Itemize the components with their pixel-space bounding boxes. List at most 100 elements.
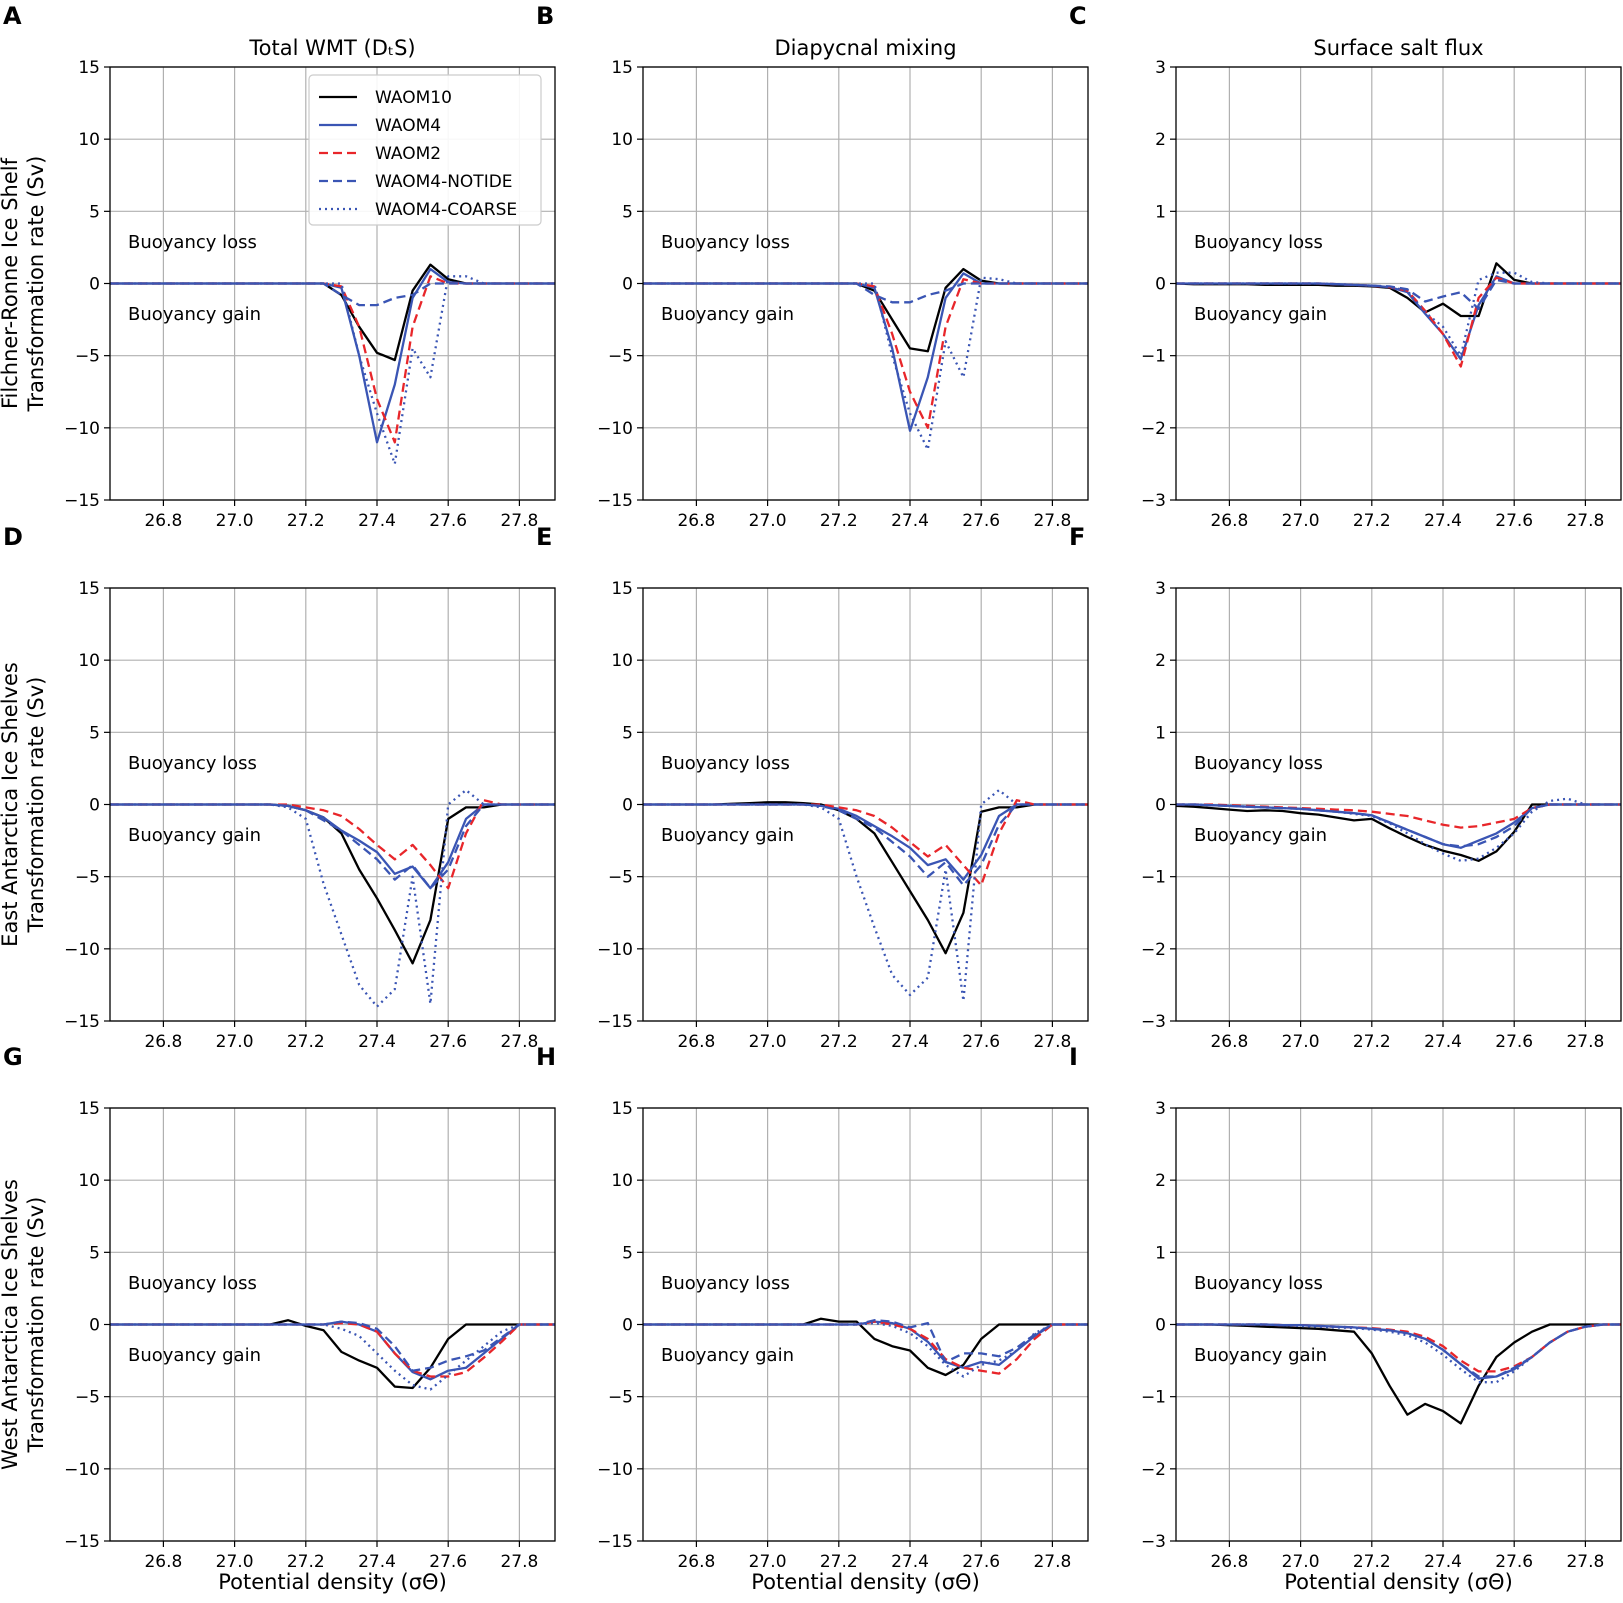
x-tick-label: 26.8 — [677, 511, 715, 531]
legend-label: WAOM4-NOTIDE — [375, 172, 513, 192]
x-axis-label: Potential density (σΘ) — [218, 1570, 447, 1594]
y-tick-label: 10 — [78, 130, 100, 150]
legend-label: WAOM10 — [375, 88, 452, 108]
y-tick-label: −15 — [597, 491, 633, 511]
legend-label: WAOM2 — [375, 144, 441, 164]
buoyancy-gain-label: Buoyancy gain — [128, 1345, 261, 1366]
x-tick-label: 27.8 — [1033, 1552, 1071, 1572]
buoyancy-loss-label: Buoyancy loss — [661, 232, 790, 253]
panel-G: 26.8 27.0 27.2 27.4 27.6 27.8 15 10 5 0 −10 −5 −15 Bu… — [3, 1043, 556, 1572]
x-tick-label: 27.8 — [1566, 511, 1604, 531]
x-tick-label: 27.2 — [287, 511, 325, 531]
y-tick-label: −15 — [597, 1012, 633, 1032]
y-tick-label: −5 — [608, 347, 633, 367]
y-tick-label: −3 — [1141, 1532, 1166, 1552]
buoyancy-loss-label: Buoyancy loss — [128, 1273, 257, 1294]
y-tick-label: 5 — [622, 723, 633, 743]
x-tick-label: 27.0 — [1282, 1032, 1320, 1052]
x-tick-label: 26.8 — [1210, 511, 1248, 531]
series-waom4-coarse — [1176, 1323, 1621, 1384]
x-tick-label: 27.8 — [1033, 1032, 1071, 1052]
y-tick-label: −2 — [1141, 419, 1166, 439]
y-tick-label: −10 — [597, 419, 633, 439]
y-tick-label: 0 — [622, 1316, 633, 1336]
x-tick-label: 27.8 — [1033, 511, 1071, 531]
series-waom4-coarse — [643, 1321, 1088, 1378]
panel-C: 26.8 27.0 27.2 27.4 27.6 27.8 3 2 1 0 −1 −2 −3 Buoyan… — [1069, 2, 1622, 531]
x-tick-label: 27.2 — [820, 1552, 858, 1572]
row-label-line: East Antarctica Ice Shelves — [0, 662, 22, 947]
y-tick-label: −2 — [1141, 940, 1166, 960]
series-waom4-coarse — [110, 275, 555, 466]
buoyancy-loss-label: Buoyancy loss — [1194, 1273, 1323, 1294]
x-tick-label: 27.4 — [891, 1552, 929, 1572]
y-tick-label: 10 — [78, 1171, 100, 1191]
buoyancy-loss-label: Buoyancy loss — [128, 232, 257, 253]
x-tick-label: 26.8 — [677, 1032, 715, 1052]
series-waom10 — [1176, 1323, 1621, 1425]
y-tick-label: 0 — [89, 1316, 100, 1336]
x-tick-label: 27.2 — [287, 1552, 325, 1572]
y-tick-label: −15 — [64, 1532, 100, 1552]
panel-letter: D — [3, 523, 23, 551]
x-tick-label: 27.2 — [820, 511, 858, 531]
panel-D: 26.8 27.0 27.2 27.4 27.6 27.8 15 10 5 0 −10 −5 −15 Bu… — [3, 523, 556, 1052]
y-tick-label: 0 — [1155, 1316, 1166, 1336]
y-tick-label: 1 — [1155, 723, 1166, 743]
x-tick-label: 27.6 — [1495, 1032, 1533, 1052]
x-tick-label: 27.4 — [1424, 1552, 1462, 1572]
y-tick-label: −1 — [1141, 868, 1166, 888]
x-tick-label: 27.6 — [1495, 511, 1533, 531]
y-tick-label: 3 — [1155, 58, 1166, 78]
y-tick-label: 3 — [1155, 579, 1166, 599]
series-waom4-notide — [1176, 803, 1621, 848]
legend: WAOM10 WAOM4 WAOM2 WAOM4-NOTIDE WAOM4-COARSE — [308, 74, 542, 226]
panel-H: 26.8 27.0 27.2 27.4 27.6 27.8 15 10 5 0 −10 −5 −15 Bu… — [536, 1043, 1089, 1572]
y-tick-label: 10 — [611, 130, 633, 150]
y-tick-label: 0 — [1155, 275, 1166, 295]
series-waom4-coarse — [1176, 797, 1621, 862]
y-tick-label: 15 — [611, 58, 633, 78]
x-tick-label: 27.0 — [1282, 511, 1320, 531]
panel-letter: B — [536, 2, 554, 30]
x-tick-label: 27.6 — [962, 1032, 1000, 1052]
panel-letter: H — [536, 1043, 556, 1071]
x-tick-label: 27.6 — [962, 1552, 1000, 1572]
series-waom4-notide — [110, 282, 555, 307]
y-tick-label: 15 — [611, 579, 633, 599]
series-waom2 — [110, 275, 555, 444]
panel-letter: C — [1069, 2, 1087, 30]
y-tick-label: −5 — [608, 1388, 633, 1408]
y-tick-label: −5 — [75, 1388, 100, 1408]
row-label-line: Transformation rate (Sv) — [24, 1197, 48, 1454]
y-tick-label: −1 — [1141, 347, 1166, 367]
column-title: Surface salt flux — [1313, 36, 1483, 60]
column-title: Total WMT (DₜS) — [248, 36, 415, 60]
buoyancy-loss-label: Buoyancy loss — [128, 753, 257, 774]
x-tick-label: 27.4 — [358, 1552, 396, 1572]
x-tick-label: 27.6 — [429, 511, 467, 531]
y-tick-label: 1 — [1155, 202, 1166, 222]
series-waom4-coarse — [1176, 271, 1621, 357]
y-tick-label: 5 — [89, 1243, 100, 1263]
y-tick-label: −5 — [608, 868, 633, 888]
panel-letter: I — [1069, 1043, 1078, 1071]
y-tick-label: −5 — [75, 347, 100, 367]
panel-letter: A — [3, 2, 22, 30]
x-tick-label: 26.8 — [1210, 1032, 1248, 1052]
x-tick-label: 27.4 — [891, 1032, 929, 1052]
x-tick-label: 27.0 — [216, 511, 254, 531]
series-waom4 — [643, 272, 1088, 432]
series-waom4-notide — [1176, 278, 1621, 310]
y-tick-label: 5 — [89, 202, 100, 222]
panel-letter: G — [3, 1043, 23, 1071]
x-tick-label: 27.4 — [358, 511, 396, 531]
y-tick-label: −15 — [64, 1012, 100, 1032]
x-tick-label: 27.8 — [500, 1552, 538, 1572]
y-tick-label: 0 — [89, 796, 100, 816]
y-tick-label: −10 — [597, 1460, 633, 1480]
y-tick-label: 0 — [622, 796, 633, 816]
x-axis-label: Potential density (σΘ) — [1284, 1570, 1513, 1594]
series-waom4-coarse — [110, 788, 555, 1008]
series-waom4-notide — [643, 1319, 1088, 1364]
